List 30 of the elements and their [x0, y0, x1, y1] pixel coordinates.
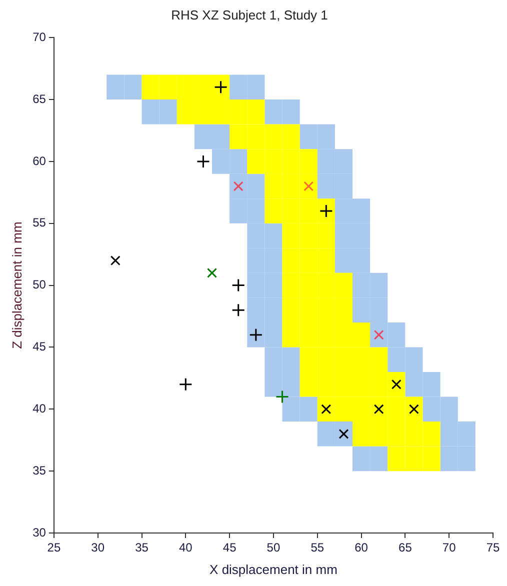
x-tick-label: 35	[135, 540, 149, 555]
x-tick-label: 40	[178, 540, 193, 555]
x-tick-label: 50	[266, 540, 280, 555]
y-tick-label: 30	[32, 525, 46, 540]
point	[110, 256, 120, 266]
y-axis-title: Z displacement in mm	[9, 222, 24, 349]
point	[178, 378, 192, 392]
chart-title: RHS XZ Subject 1, Study 1	[171, 7, 328, 22]
y-tick-label: 55	[32, 216, 46, 230]
x-tick-label: 25	[47, 540, 61, 555]
x-tick-label: 65	[398, 540, 412, 555]
y-tick-label: 50	[32, 278, 46, 292]
y-tick-label: 35	[32, 463, 46, 478]
point	[207, 268, 217, 278]
x-axis-title: X displacement in mm	[210, 562, 338, 577]
point	[232, 278, 246, 292]
y-tick-label: 65	[32, 92, 46, 106]
y-tick-label: 60	[32, 154, 46, 168]
y-tick-label: 45	[32, 340, 46, 354]
x-tick-label: 30	[91, 540, 105, 555]
x-tick-label: 45	[222, 540, 237, 555]
y-tick-label: 40	[32, 401, 46, 416]
x-tick-label: 70	[442, 540, 456, 555]
point	[196, 154, 210, 168]
x-tick-label: 60	[354, 540, 368, 555]
x-tick-label: 55	[310, 540, 324, 555]
point	[276, 390, 290, 404]
y-tick-label: 70	[32, 30, 46, 44]
x-tick-label: 75	[486, 540, 500, 555]
point	[232, 303, 246, 317]
